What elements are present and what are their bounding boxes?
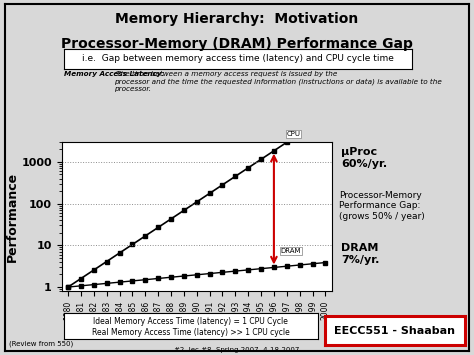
Text: The time between a memory access request is issued by the
processor and the time: The time between a memory access request… xyxy=(114,71,442,92)
Text: CPU: CPU xyxy=(287,131,301,137)
Text: DRAM: DRAM xyxy=(280,248,301,254)
Text: DRAM
7%/yr.: DRAM 7%/yr. xyxy=(341,243,380,264)
Text: Memory Hierarchy:  Motivation: Memory Hierarchy: Motivation xyxy=(115,12,359,26)
Text: Processor-Memory (DRAM) Performance Gap: Processor-Memory (DRAM) Performance Gap xyxy=(61,37,413,51)
Text: #2  lec #8  Spring 2007  4-18-2007: #2 lec #8 Spring 2007 4-18-2007 xyxy=(174,347,300,353)
Text: EECC551 - Shaaban: EECC551 - Shaaban xyxy=(334,326,455,335)
Text: i.e.  Gap between memory access time (latency) and CPU cycle time: i.e. Gap between memory access time (lat… xyxy=(82,54,394,64)
Text: Real Memory Access Time (latency) >> 1 CPU cycle: Real Memory Access Time (latency) >> 1 C… xyxy=(92,328,290,337)
Text: μProc
60%/yr.: μProc 60%/yr. xyxy=(341,147,387,169)
Y-axis label: Performance: Performance xyxy=(6,171,18,262)
Text: Memory Access Latency:: Memory Access Latency: xyxy=(64,71,164,77)
Text: Ideal Memory Access Time (latency) = 1 CPU Cycle: Ideal Memory Access Time (latency) = 1 C… xyxy=(93,317,288,326)
Text: (Review from 550): (Review from 550) xyxy=(9,341,74,347)
Text: Processor-Memory
Performance Gap:
(grows 50% / year): Processor-Memory Performance Gap: (grows… xyxy=(339,191,425,221)
